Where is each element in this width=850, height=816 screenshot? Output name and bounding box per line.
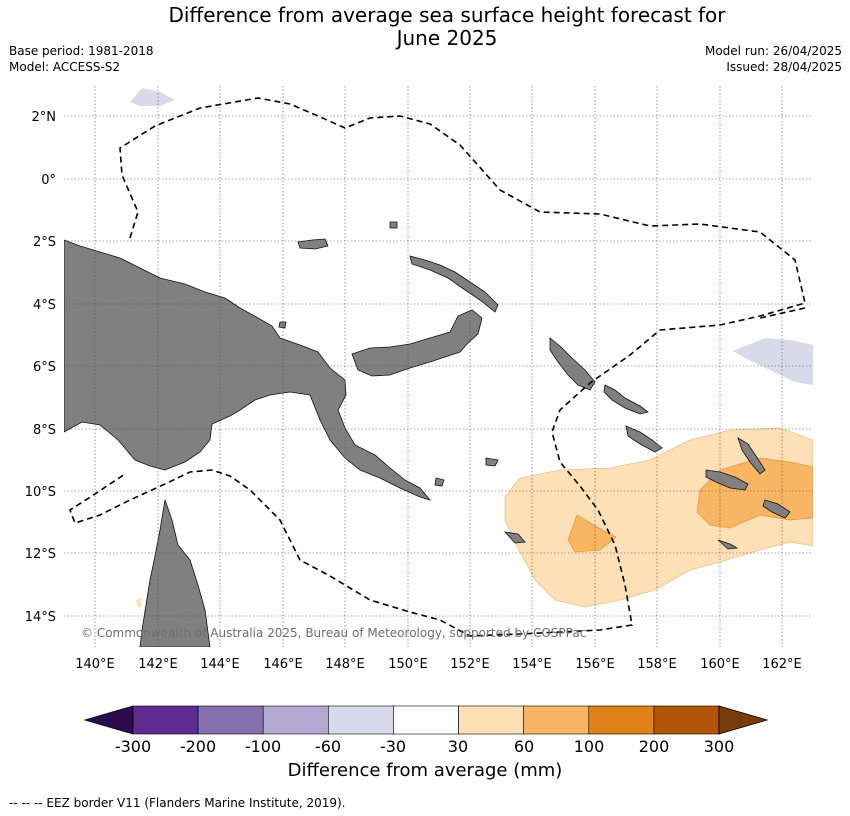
colorbar-tick-neg200: -200 <box>180 737 216 756</box>
metadata-left: Base period: 1981-2018 Model: ACCESS-S2 <box>9 43 154 75</box>
small-islet-3 <box>485 457 499 467</box>
lat-label-0: 0° <box>41 173 56 188</box>
louisiade-islands <box>503 531 526 544</box>
latitude-labels: 2°N 0° 2°S 4°S 6°S 8°S 10°S 12°S 14°S <box>25 110 56 625</box>
makira-island <box>762 499 791 519</box>
lon-label-144e: 144°E <box>200 657 240 672</box>
malaita-island <box>737 437 766 475</box>
lon-label-154e: 154°E <box>512 657 552 672</box>
landmasses <box>64 221 791 647</box>
colorbar-bin-neg300-neg200 <box>132 705 199 735</box>
small-islet-1 <box>278 321 287 329</box>
small-islet-4 <box>434 477 445 487</box>
colorbar-tick-neg100: -100 <box>245 737 281 756</box>
cape-york-landmass <box>139 499 211 647</box>
lon-label-162e: 162°E <box>762 657 802 672</box>
model-run: Model run: 26/04/2025 <box>704 44 842 58</box>
copyright-notice: © Commonwealth of Australia 2025, Bureau… <box>81 626 586 640</box>
eez-borders <box>69 97 806 637</box>
model-name: Model: ACCESS-S2 <box>9 60 121 74</box>
eez-border-solomon <box>759 307 806 319</box>
anomaly-30-60-region-coast <box>136 598 141 608</box>
colorbar-bin-200-300 <box>653 705 720 735</box>
choiseul-island <box>603 384 649 415</box>
small-islet-2 <box>389 221 398 229</box>
colorbar-tick-neg30: -30 <box>380 737 406 756</box>
lon-label-158e: 158°E <box>637 657 677 672</box>
lon-label-148e: 148°E <box>325 657 365 672</box>
longitude-labels: 140°E 142°E 144°E 146°E 148°E 150°E 152°… <box>75 657 802 672</box>
new-britain-island <box>351 309 483 377</box>
colorbar-tick-300: 300 <box>704 737 735 756</box>
bougainville-island <box>549 337 596 391</box>
colorbar-title: Difference from average (mm) <box>287 760 563 781</box>
colorbar-bin-neg30-30 <box>393 705 459 735</box>
lon-label-150e: 150°E <box>388 657 428 672</box>
lat-label-4s: 4°S <box>33 298 56 313</box>
anomaly-neg30-60-region-east <box>733 338 813 385</box>
lon-label-140e: 140°E <box>75 657 115 672</box>
colorbar-bin-60-100 <box>523 705 590 735</box>
colorbar-ticks: -300 -200 -100 -60 -30 30 60 100 200 300 <box>115 737 734 756</box>
manus-island <box>297 238 329 250</box>
anomaly-60-100-region-west <box>567 514 617 553</box>
rennell-island <box>717 539 739 550</box>
base-period: Base period: 1981-2018 <box>9 44 154 58</box>
title-line-1: Difference from average sea surface heig… <box>168 3 726 27</box>
colorbar-under-arrow <box>83 705 134 735</box>
colorbar-tick-neg60: -60 <box>315 737 341 756</box>
map-panel: © Commonwealth of Australia 2025, Bureau… <box>64 86 813 647</box>
anomaly-shading <box>130 88 813 608</box>
lon-label-160e: 160°E <box>700 657 740 672</box>
lon-label-156e: 156°E <box>575 657 615 672</box>
colorbar-tick-100: 100 <box>574 737 605 756</box>
new-guinea-landmass <box>64 239 432 501</box>
guadalcanal-island <box>705 469 749 491</box>
colorbar-over-arrow <box>718 705 769 735</box>
lon-label-152e: 152°E <box>450 657 490 672</box>
eez-border-png <box>69 97 806 637</box>
colorbar-tick-60: 60 <box>514 737 534 756</box>
lat-label-14s: 14°S <box>25 610 56 625</box>
lat-label-10s: 10°S <box>25 485 56 500</box>
chart-title: Difference from average sea surface heig… <box>0 4 850 50</box>
lat-label-2s: 2°S <box>33 235 56 250</box>
colorbar-tick-200: 200 <box>639 737 670 756</box>
new-ireland-island <box>409 255 499 313</box>
lon-label-146e: 146°E <box>263 657 303 672</box>
anomaly-neg30-60-region-north <box>130 88 175 106</box>
lat-label-2n: 2°N <box>32 110 57 125</box>
lon-label-142e: 142°E <box>138 657 178 672</box>
colorbar-tick-30: 30 <box>448 737 468 756</box>
lat-label-6s: 6°S <box>33 360 56 375</box>
colorbar-bin-neg100-neg60 <box>262 705 329 735</box>
title-line-2: June 2025 <box>396 26 498 50</box>
santa-isabel-island <box>625 425 663 453</box>
colorbar-bin-neg200-neg100 <box>197 705 264 735</box>
eez-footnote: -- -- -- EEZ border V11 (Flanders Marine… <box>9 796 346 810</box>
colorbar-tick-neg300: -300 <box>115 737 151 756</box>
colorbar: -300 -200 -100 -60 -30 30 60 100 200 300 <box>83 705 769 756</box>
colorbar-bin-neg60-neg30 <box>327 705 394 735</box>
colorbar-bin-100-200 <box>588 705 655 735</box>
issued-date: Issued: 28/04/2025 <box>726 60 842 74</box>
lat-label-8s: 8°S <box>33 423 56 438</box>
metadata-right: Model run: 26/04/2025 Issued: 28/04/2025 <box>705 43 842 75</box>
lat-label-12s: 12°S <box>25 547 56 562</box>
gridlines <box>64 86 813 647</box>
colorbar-bin-30-60 <box>458 705 525 735</box>
